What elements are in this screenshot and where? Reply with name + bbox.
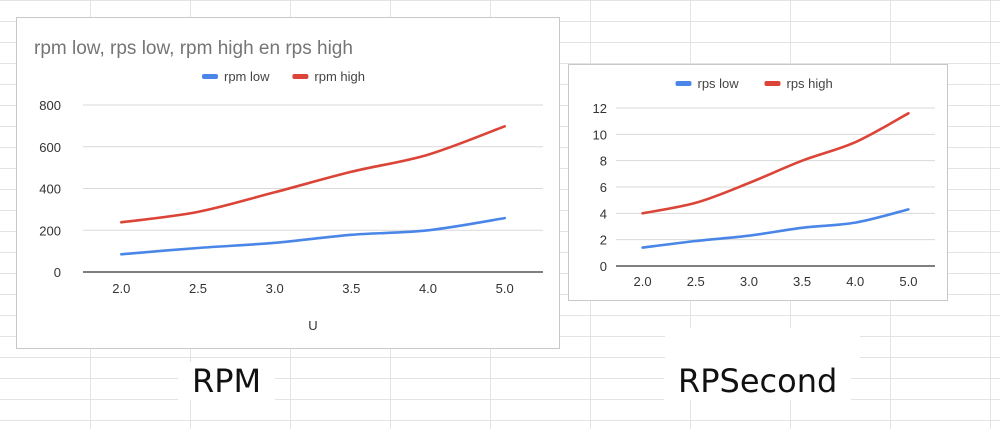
rps-x-tick-label: 3.0 [740,274,758,289]
rpm-x-tick-label: 2.0 [112,281,130,296]
rps-x-tick-label: 4.0 [846,274,864,289]
rps-x-tick-label: 2.0 [634,274,652,289]
rps-series-line-2 [641,112,910,215]
rpm-x-axis-title: U [308,318,317,333]
rpm-chart-title: rpm low, rps low, rpm high en rps high [34,38,353,59]
rpm-chart-svg: rpm low, rps low, rpm high en rps high rp… [34,38,543,333]
rpm-y-tick-label: 0 [54,265,61,280]
rps-y-tick-label: 10 [593,127,607,142]
rps-legend-label-1: rps low [698,76,740,91]
rpm-y-tick-label: 200 [39,223,61,238]
rps-legend-label-2: rps high [787,76,833,91]
rps-x-tick-label: 2.5 [687,274,705,289]
rpm-y-tick-label: 800 [39,98,61,113]
rpm-x-tick-label: 5.0 [496,281,514,296]
rps-legend-swatch-1 [675,81,692,86]
rpm-y-tick-label: 400 [39,182,61,197]
rpm-series-line-1 [120,216,506,256]
rpm-legend-label-1: rpm low [224,69,270,84]
rpsecond-caption: RPSecond [664,362,852,400]
rpm-x-tick-label: 3.5 [342,281,360,296]
rpm-x-tick-label: 3.0 [266,281,284,296]
rpm-y-tick-label: 600 [39,140,61,155]
rpm-x-tick-label: 2.5 [189,281,207,296]
rps-y-tick-label: 4 [600,206,607,221]
rpm-series-line-2 [120,125,506,224]
rpm-x-tick-label: 4.0 [419,281,437,296]
rps-y-tick-label: 0 [600,259,607,274]
rpm-caption: RPM [178,362,276,400]
rps-y-tick-label: 8 [600,154,607,169]
blank-cell-area [665,328,860,362]
rps-chart-svg: rps low rps high 0 2 4 6 8 10 12 2.0 2.5 3.0 3.5 4.0 5… [593,76,935,289]
rps-x-tick-label: 5.0 [899,274,917,289]
rpm-legend-swatch-1 [202,74,218,79]
rps-series-line-1 [641,208,910,249]
rps-y-tick-label: 12 [593,101,607,116]
rpm-legend-label-2: rpm high [314,69,365,84]
rpm-legend-swatch-2 [292,74,309,79]
rps-chart[interactable]: rps low rps high 0 2 4 6 8 10 12 2.0 2.5 3.0 3.5 4.0 5… [568,64,948,301]
rps-x-tick-label: 3.5 [793,274,811,289]
rpm-chart[interactable]: rpm low, rps low, rpm high en rps high rp… [16,17,560,349]
rps-y-tick-label: 2 [600,233,607,248]
rps-legend-swatch-2 [764,81,781,86]
rps-y-tick-label: 6 [600,180,607,195]
